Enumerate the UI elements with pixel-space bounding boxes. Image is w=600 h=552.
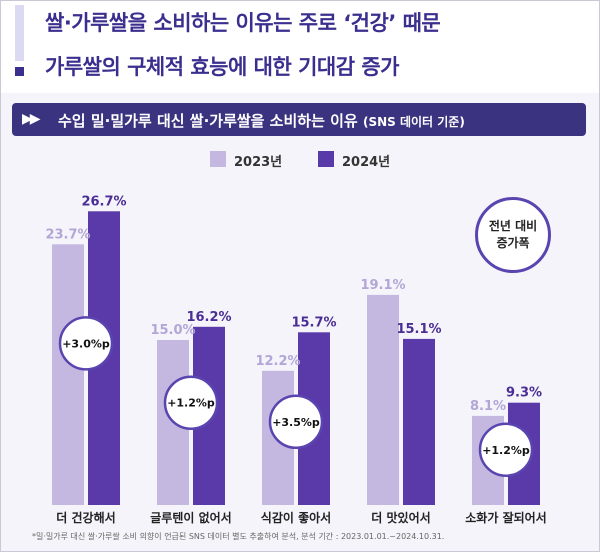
bar-2023 [52,244,84,506]
header: 쌀·가루쌀을 소비하는 이유는 주로 ‘건강’ 때문 가루쌀의 구체적 효능에 … [1,1,599,93]
difference-label: +1.2%p [482,444,530,457]
value-label-2024: 26.7% [81,194,126,209]
difference-circle [58,316,114,371]
accent-bar [15,5,24,61]
legend-label-2023: 2023년 [234,155,283,170]
difference-label: +3.0%p [62,337,110,350]
value-label-2024: 15.7% [291,315,336,330]
value-label-2023: 15.0% [150,323,195,338]
chart-title-main: 수입 밀·밀가루 대신 쌀·가루쌀을 소비하는 이유 [58,112,358,130]
legend-label-2024: 2024년 [342,155,391,170]
headline-line1: 쌀·가루쌀을 소비하는 이유는 주로 ‘건강’ 때문 [45,11,441,35]
difference-badge: +3.5%p [268,394,324,450]
difference-label: +3.5%p [272,416,320,429]
categories-layer: 더 건강해서 글루텐이 없어서 식감이 좋아서 더 맛있어서 소화가 잘되어서 [56,510,546,525]
labels-layer: 23.7% 26.7% 15.0%16.2% 12.2% 15.7% 19.1% 15.1%… [45,194,542,414]
difference-label: +1.2%p [167,397,215,410]
value-label-2024: 9.3% [506,386,542,401]
category-label: 식감이 좋아서 [261,510,331,525]
note-line1: 전년 대비 [488,219,538,233]
value-label-2023: 19.1% [360,278,405,293]
headline-line2: 가루쌀의 구체적 효능에 대한 기대감 증가 [45,55,400,79]
difference-badge: +1.2%p [163,375,219,430]
difference-badge: +1.2%p [478,422,534,478]
bar-2023 [367,294,399,505]
difference-circle [268,394,324,450]
year-over-year-note: 전년 대비 증가폭 [475,197,551,273]
value-label-2024: 15.1% [396,322,441,337]
footnote: *밀·밀가루 대신 쌀·가루쌀 소비 의향이 언급된 SNS 데이터 별도 추출… [32,532,445,541]
category-label: 더 맛있어서 [371,510,430,525]
category-label: 더 건강해서 [56,510,115,525]
difference-circle [163,375,219,430]
bars-layer [52,211,540,506]
difference-circle [478,422,534,478]
value-label-2023: 23.7% [45,227,90,242]
double-arrow-icon: ▶▶ [22,111,40,127]
value-label-2023: 8.1% [470,399,506,414]
value-label-2024: 16.2% [186,310,231,325]
legend-swatch-2024 [318,151,334,167]
accent-dot [15,67,24,76]
note-line2: 증가폭 [496,236,530,250]
chart-title-subtitle: (SNS 데이터 기준) [362,115,465,129]
legend-swatch-2023 [210,151,226,167]
difference-badge: +3.0%p [58,316,114,371]
category-label: 소화가 잘되어서 [465,510,546,525]
chart-title-banner: ▶▶ 수입 밀·밀가루 대신 쌀·가루쌀을 소비하는 이유 (SNS 데이터 기… [12,103,586,136]
category-label: 글루텐이 없어서 [150,510,231,525]
bar-2024 [403,338,435,505]
chart-title: 수입 밀·밀가루 대신 쌀·가루쌀을 소비하는 이유 (SNS 데이터 기준) [58,110,465,131]
value-label-2023: 12.2% [255,354,300,369]
differences-layer: +3.0%p +1.2%p +3.5%p +1.2%p [58,316,534,478]
